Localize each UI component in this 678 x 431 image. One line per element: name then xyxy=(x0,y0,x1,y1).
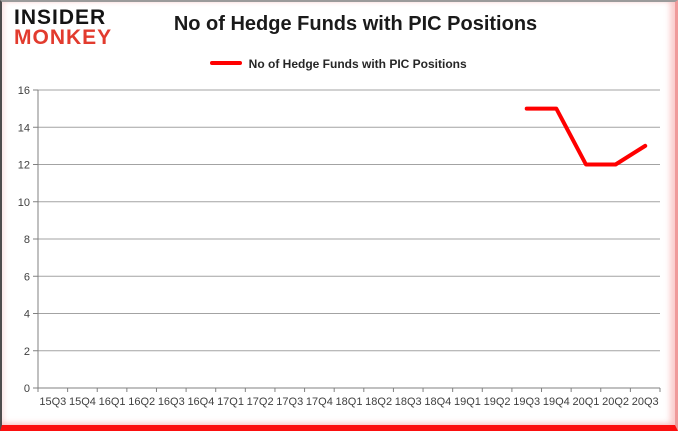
y-tick-label: 12 xyxy=(18,160,30,172)
x-tick-label: 18Q3 xyxy=(395,396,422,408)
x-tick-label: 16Q1 xyxy=(99,396,126,408)
x-tick-label: 19Q3 xyxy=(513,396,540,408)
x-tick-label: 17Q3 xyxy=(276,396,303,408)
x-tick-label: 20Q2 xyxy=(602,396,629,408)
x-tick-label: 18Q2 xyxy=(365,396,392,408)
y-tick-label: 2 xyxy=(24,346,30,358)
y-tick-label: 4 xyxy=(24,309,30,321)
insider-monkey-logo: INSIDER MONKEY xyxy=(14,6,113,49)
logo-monkey-text: MONKEY xyxy=(14,25,113,49)
x-tick-label: 15Q4 xyxy=(69,396,96,408)
x-tick-label: 19Q4 xyxy=(543,396,570,408)
x-tick-label: 20Q1 xyxy=(572,396,599,408)
chart-title: No of Hedge Funds with PIC Positions xyxy=(173,13,538,35)
x-tick-label: 15Q3 xyxy=(39,396,66,408)
x-tick-label: 16Q4 xyxy=(187,396,214,408)
series-line xyxy=(524,106,648,167)
x-tick-label: 17Q1 xyxy=(217,396,244,408)
legend-label: No of Hedge Funds with PIC Positions xyxy=(248,56,467,71)
x-tick-label: 16Q2 xyxy=(128,396,155,408)
legend-line-swatch xyxy=(210,60,243,65)
y-tick-label: 6 xyxy=(24,271,30,283)
x-tick-label: 16Q3 xyxy=(158,396,185,408)
x-tick-label: 17Q4 xyxy=(306,396,333,408)
y-tick-label: 14 xyxy=(18,122,30,134)
y-tick-label: 10 xyxy=(18,197,30,209)
x-tick-label: 17Q2 xyxy=(247,396,274,408)
x-tick-label: 18Q1 xyxy=(336,396,363,408)
legend: No of Hedge Funds with PIC Positions xyxy=(2,56,675,71)
x-tick-label: 19Q2 xyxy=(484,396,511,408)
x-tick-label: 19Q1 xyxy=(454,396,481,408)
logo-insider-text: INSIDER xyxy=(14,6,107,29)
y-tick-label: 16 xyxy=(18,85,30,97)
x-tick-label: 18Q4 xyxy=(424,396,451,408)
y-tick-label: 0 xyxy=(24,383,30,395)
y-tick-label: 8 xyxy=(24,234,30,246)
x-tick-label: 20Q3 xyxy=(632,396,659,408)
